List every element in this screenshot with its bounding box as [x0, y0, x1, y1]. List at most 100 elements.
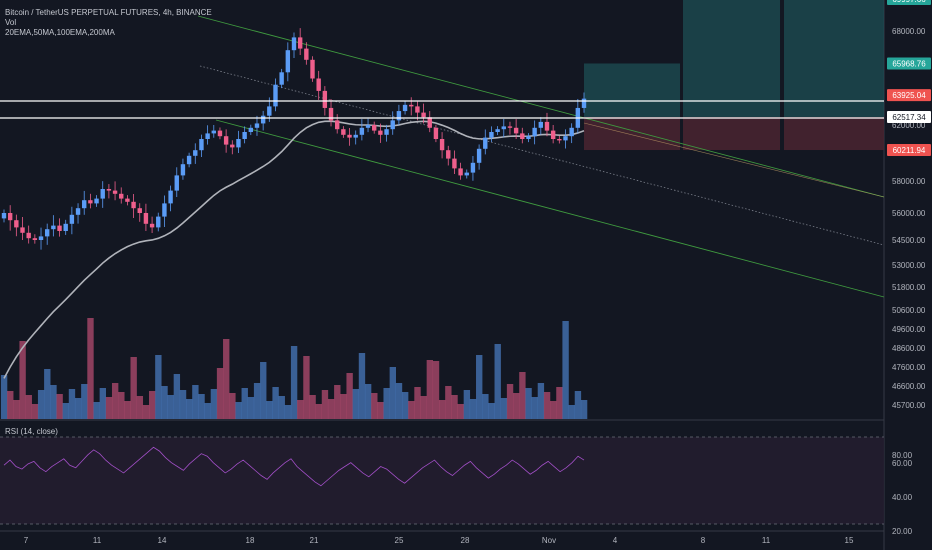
volume-bar — [7, 391, 14, 419]
price-tick-label: 46600.00 — [892, 382, 926, 391]
horizontal-levels — [0, 100, 884, 119]
candle-body — [359, 127, 365, 135]
candle-body — [180, 164, 186, 176]
volume-bar — [260, 362, 267, 419]
candle-body — [26, 232, 31, 239]
candle-body — [149, 223, 155, 228]
candle-body — [279, 72, 284, 85]
position-zones — [584, 0, 884, 151]
candle-body — [495, 129, 500, 132]
volume-bar — [278, 396, 285, 419]
candle-body — [223, 136, 229, 145]
volume-bar — [62, 403, 69, 419]
price-tag — [887, 0, 931, 6]
volume-bar — [179, 390, 187, 419]
price-tag — [887, 89, 931, 102]
price-tick-label: 47600.00 — [892, 363, 926, 372]
candle-body — [550, 130, 556, 139]
volume-bar — [186, 399, 193, 419]
candle-body — [38, 236, 44, 240]
candle-body — [186, 155, 192, 165]
target-zone-1 — [584, 63, 680, 117]
time-tick-label: 11 — [762, 536, 771, 545]
candle-body — [415, 106, 420, 113]
volume-bar — [192, 385, 199, 419]
candle-body — [291, 37, 297, 51]
volume-bar — [377, 402, 384, 419]
descending-channel — [197, 15, 885, 298]
target-zone-3 — [784, 0, 884, 117]
volume-bar — [469, 399, 477, 419]
price-axis: 68000.0066000.0064000.0062000.0060000.00… — [892, 27, 926, 536]
candle-body — [254, 123, 260, 128]
volume-bar — [155, 355, 162, 419]
volume-bar — [358, 353, 366, 419]
volume-bar — [395, 383, 403, 419]
target-zone-2 — [683, 0, 780, 117]
candle-body — [94, 198, 99, 204]
volume-bar — [74, 398, 82, 419]
price-tick-label: 48600.00 — [892, 344, 926, 353]
rsi-panel — [0, 436, 884, 525]
stop-zone-3 — [784, 116, 884, 151]
candle-body — [581, 98, 587, 108]
price-tag-label: 60211.94 — [893, 146, 926, 155]
target-line — [583, 122, 885, 198]
time-tick-label: 7 — [24, 536, 29, 545]
candle-body — [341, 129, 346, 135]
time-tick-label: 18 — [246, 536, 255, 545]
candle-body — [396, 111, 402, 121]
volume-bar — [99, 388, 107, 419]
candle-body — [119, 193, 124, 199]
candle-body — [304, 48, 309, 60]
volume-bar — [371, 393, 378, 419]
candle-body — [316, 78, 321, 91]
volume-bar — [445, 386, 452, 419]
volume-bar — [426, 360, 434, 419]
price-tick-label: 68000.00 — [892, 27, 926, 36]
volume-bar — [19, 341, 26, 419]
price-tag — [887, 57, 931, 70]
volume-bar — [408, 401, 415, 419]
volume-bar — [241, 388, 248, 419]
volume-bar — [550, 401, 557, 419]
volume-bar — [37, 390, 45, 419]
volume-bar — [488, 403, 495, 419]
volume-bar — [81, 384, 88, 419]
volume-bar — [537, 383, 545, 419]
volume-bar — [352, 389, 359, 419]
volume-bar — [229, 393, 236, 419]
candle-body — [260, 115, 266, 124]
time-tick-label: 14 — [158, 536, 167, 545]
volume-bar — [506, 384, 514, 419]
volume-bar — [525, 388, 532, 419]
candle-body — [446, 150, 451, 159]
volume-bar — [167, 395, 174, 419]
volume-bar — [136, 396, 144, 419]
candle-body — [32, 238, 38, 240]
candle-body — [143, 213, 149, 224]
candle-body — [328, 107, 334, 121]
candle-body — [162, 203, 167, 217]
candle-body — [507, 126, 513, 128]
volume-bar — [420, 396, 427, 419]
volume-bar — [556, 387, 563, 419]
candle-body — [267, 106, 272, 116]
candle-body — [156, 216, 161, 228]
candle-body — [532, 127, 537, 137]
candle-body — [390, 120, 395, 130]
volume-bar — [476, 355, 483, 419]
time-tick-label: 11 — [93, 536, 102, 545]
volume-bar — [513, 393, 520, 419]
candle-body — [334, 120, 340, 130]
time-tick-label: 25 — [395, 536, 404, 545]
candle-body — [439, 139, 445, 151]
candle-body — [557, 139, 562, 141]
candle-body — [248, 127, 254, 132]
volume-bar — [334, 385, 341, 419]
volume-bar — [235, 402, 242, 419]
time-axis: 7 11 14 18 21 25 28 Nov 4 8 11 15 — [24, 536, 854, 545]
volume-bar — [142, 405, 150, 419]
candle-body — [137, 208, 142, 213]
